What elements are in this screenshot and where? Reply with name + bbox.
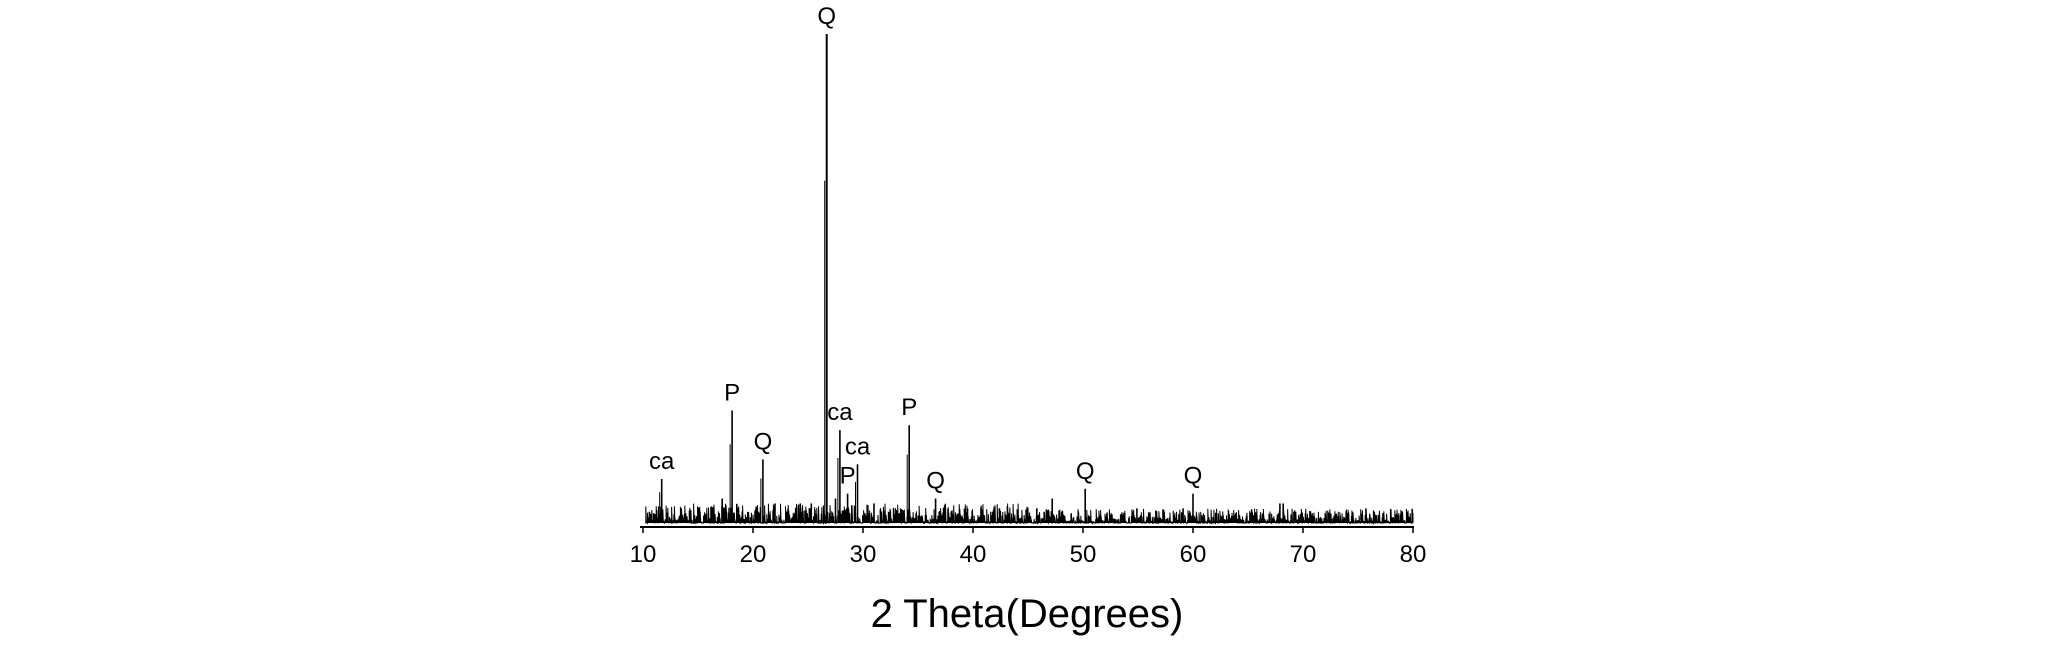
peak-label-10: Q <box>1184 463 1203 490</box>
peak-label-9: Q <box>1076 458 1095 485</box>
peak-label-0: ca <box>649 448 675 475</box>
x-tick-label-5: 60 <box>1180 541 1207 568</box>
x-tick-label-6: 70 <box>1290 541 1317 568</box>
x-tick-label-0: 10 <box>630 541 657 568</box>
x-tick-label-2: 30 <box>850 541 877 568</box>
peak-label-5: P <box>840 463 856 490</box>
peak-label-1: P <box>724 380 740 407</box>
x-ticks-layer: 10 20 30 40 50 60 70 80 <box>630 527 1427 568</box>
x-tick-label-1: 20 <box>740 541 767 568</box>
x-tick-label-7: 80 <box>1400 541 1427 568</box>
x-axis-title: 2 Theta(Degrees) <box>871 592 1184 636</box>
peak-lines-layer <box>659 34 1284 523</box>
peak-label-6: ca <box>845 433 871 460</box>
peak-label-8: Q <box>926 468 945 495</box>
x-tick-label-4: 50 <box>1070 541 1097 568</box>
peak-label-4: ca <box>827 399 853 426</box>
spectrum-noise-trace <box>645 503 1414 525</box>
spectrum-layer <box>645 503 1414 525</box>
peak-label-7: P <box>901 394 917 421</box>
peak-label-2: Q <box>754 428 773 455</box>
peak-label-3: Q <box>817 3 836 30</box>
x-tick-label-3: 40 <box>960 541 987 568</box>
